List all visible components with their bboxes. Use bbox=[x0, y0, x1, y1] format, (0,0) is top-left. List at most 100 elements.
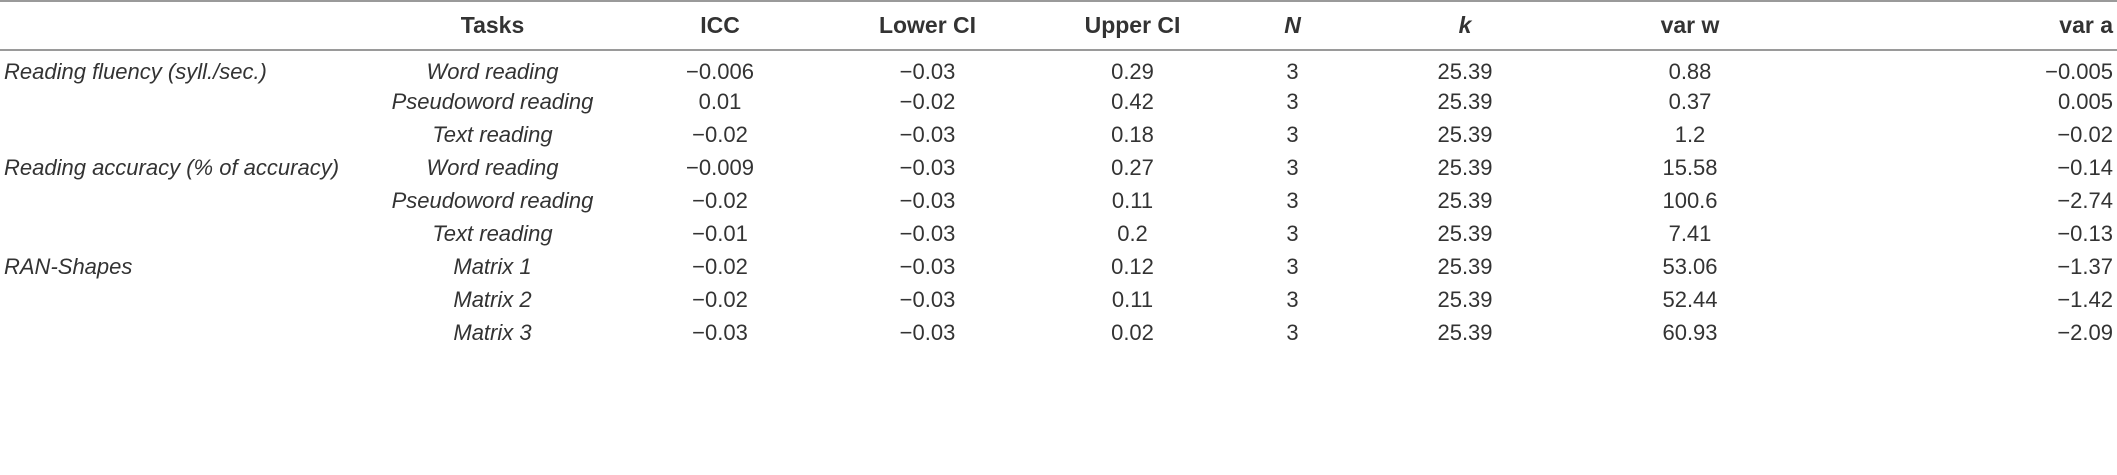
header-n: N bbox=[1245, 0, 1340, 51]
header-row: Tasks ICC Lower CI Upper CI N k var w va… bbox=[0, 0, 2117, 51]
task-cell: Pseudoword reading bbox=[391, 187, 594, 213]
var-a-cell: −1.37 bbox=[2057, 253, 2113, 279]
icc-cell: −0.03 bbox=[692, 319, 748, 345]
header-k: k bbox=[1340, 0, 1590, 51]
k-cell: 25.39 bbox=[1437, 88, 1493, 114]
n-cell: 3 bbox=[1286, 319, 1299, 345]
table-row: Pseudoword reading 0.01 −0.02 0.42 3 25.… bbox=[0, 85, 2117, 118]
task-cell: Matrix 1 bbox=[453, 253, 532, 279]
var-w-cell: 0.88 bbox=[1668, 59, 1712, 84]
icc-cell: −0.02 bbox=[692, 286, 748, 312]
n-cell: 3 bbox=[1286, 154, 1299, 180]
task-cell: Word reading bbox=[426, 59, 559, 84]
group-label: Reading accuracy (% of accuracy) bbox=[4, 154, 340, 180]
task-cell: Text reading bbox=[432, 121, 553, 147]
group-label bbox=[0, 118, 380, 151]
group-label bbox=[0, 184, 380, 217]
upper-ci-cell: 0.42 bbox=[1111, 88, 1154, 114]
var-a-cell: −2.09 bbox=[2057, 319, 2113, 345]
upper-ci-cell: 0.11 bbox=[1111, 187, 1154, 213]
group-label: RAN-Shapes bbox=[4, 253, 133, 279]
table-row: Text reading −0.01 −0.03 0.2 3 25.39 7.4… bbox=[0, 217, 2117, 250]
n-cell: 3 bbox=[1286, 253, 1299, 279]
k-cell: 25.39 bbox=[1437, 253, 1493, 279]
task-cell: Matrix 3 bbox=[453, 319, 532, 345]
var-a-cell: 0.005 bbox=[2057, 88, 2113, 114]
var-w-cell: 1.2 bbox=[1674, 121, 1706, 147]
k-cell: 25.39 bbox=[1437, 154, 1493, 180]
icc-cell: 0.01 bbox=[698, 88, 742, 114]
icc-cell: −0.009 bbox=[686, 154, 754, 180]
n-cell: 3 bbox=[1286, 187, 1299, 213]
header-var-a: var a bbox=[1790, 0, 2117, 51]
table-row: Text reading −0.02 −0.03 0.18 3 25.39 1.… bbox=[0, 118, 2117, 151]
var-w-cell: 60.93 bbox=[1662, 319, 1718, 345]
n-cell: 3 bbox=[1286, 220, 1299, 246]
lower-ci-cell: −0.03 bbox=[899, 154, 956, 180]
table-body: Reading fluency (syll./sec.) Word readin… bbox=[0, 50, 2117, 349]
var-a-cell: −0.13 bbox=[2057, 220, 2113, 246]
table-row: Reading accuracy (% of accuracy) Word re… bbox=[0, 151, 2117, 184]
upper-ci-cell: 0.29 bbox=[1111, 59, 1154, 84]
group-label bbox=[0, 283, 380, 316]
k-cell: 25.39 bbox=[1437, 286, 1493, 312]
upper-ci-cell: 0.2 bbox=[1117, 220, 1148, 246]
table-row: Matrix 2 −0.02 −0.03 0.11 3 25.39 52.44 … bbox=[0, 283, 2117, 316]
var-w-cell: 53.06 bbox=[1662, 253, 1718, 279]
lower-ci-cell: −0.03 bbox=[899, 220, 956, 246]
header-lower-ci: Lower CI bbox=[835, 0, 1020, 51]
k-cell: 25.39 bbox=[1437, 319, 1493, 345]
k-cell: 25.39 bbox=[1437, 220, 1493, 246]
table-row: Pseudoword reading −0.02 −0.03 0.11 3 25… bbox=[0, 184, 2117, 217]
table-row: Matrix 3 −0.03 −0.03 0.02 3 25.39 60.93 … bbox=[0, 316, 2117, 349]
table-header: Tasks ICC Lower CI Upper CI N k var w va… bbox=[0, 0, 2117, 51]
lower-ci-cell: −0.03 bbox=[899, 59, 956, 84]
var-w-cell: 7.41 bbox=[1668, 220, 1712, 246]
upper-ci-cell: 0.02 bbox=[1111, 319, 1154, 345]
lower-ci-cell: −0.03 bbox=[899, 187, 956, 213]
n-cell: 3 bbox=[1286, 121, 1299, 147]
n-cell: 3 bbox=[1286, 59, 1299, 84]
icc-table: Tasks ICC Lower CI Upper CI N k var w va… bbox=[0, 0, 2117, 349]
lower-ci-cell: −0.03 bbox=[899, 121, 956, 147]
icc-cell: −0.02 bbox=[692, 121, 748, 147]
lower-ci-cell: −0.03 bbox=[899, 286, 956, 312]
task-cell: Matrix 2 bbox=[453, 286, 532, 312]
header-var-w: var w bbox=[1590, 0, 1790, 51]
table-row: RAN-Shapes Matrix 1 −0.02 −0.03 0.12 3 2… bbox=[0, 250, 2117, 283]
var-w-cell: 100.6 bbox=[1662, 187, 1718, 213]
header-tasks: Tasks bbox=[380, 0, 605, 51]
k-cell: 25.39 bbox=[1437, 187, 1493, 213]
var-w-cell: 0.37 bbox=[1668, 88, 1712, 114]
icc-cell: −0.01 bbox=[692, 220, 748, 246]
header-upper-ci: Upper CI bbox=[1020, 0, 1245, 51]
group-label bbox=[0, 316, 380, 349]
icc-cell: −0.02 bbox=[692, 253, 748, 279]
var-a-cell: −2.74 bbox=[2057, 187, 2113, 213]
group-label: Reading fluency (syll./sec.) bbox=[4, 59, 267, 84]
group-label bbox=[0, 217, 380, 250]
task-cell: Pseudoword reading bbox=[391, 88, 594, 114]
k-cell: 25.39 bbox=[1437, 59, 1493, 84]
var-w-cell: 52.44 bbox=[1662, 286, 1718, 312]
var-a-cell: −0.14 bbox=[2057, 154, 2113, 180]
task-cell: Text reading bbox=[432, 220, 553, 246]
n-cell: 3 bbox=[1286, 88, 1299, 114]
header-group bbox=[0, 0, 380, 51]
upper-ci-cell: 0.12 bbox=[1111, 253, 1154, 279]
lower-ci-cell: −0.03 bbox=[899, 253, 956, 279]
var-a-cell: −1.42 bbox=[2057, 286, 2113, 312]
upper-ci-cell: 0.27 bbox=[1111, 154, 1154, 180]
var-a-cell: −0.02 bbox=[2057, 121, 2113, 147]
header-icc: ICC bbox=[605, 0, 835, 51]
k-cell: 25.39 bbox=[1437, 121, 1493, 147]
lower-ci-cell: −0.02 bbox=[899, 88, 956, 114]
table-row: Reading fluency (syll./sec.) Word readin… bbox=[0, 50, 2117, 85]
var-w-cell: 15.58 bbox=[1662, 154, 1718, 180]
icc-cell: −0.006 bbox=[686, 59, 754, 84]
upper-ci-cell: 0.18 bbox=[1111, 121, 1154, 147]
n-cell: 3 bbox=[1286, 286, 1299, 312]
upper-ci-cell: 0.11 bbox=[1111, 286, 1154, 312]
task-cell: Word reading bbox=[426, 154, 559, 180]
